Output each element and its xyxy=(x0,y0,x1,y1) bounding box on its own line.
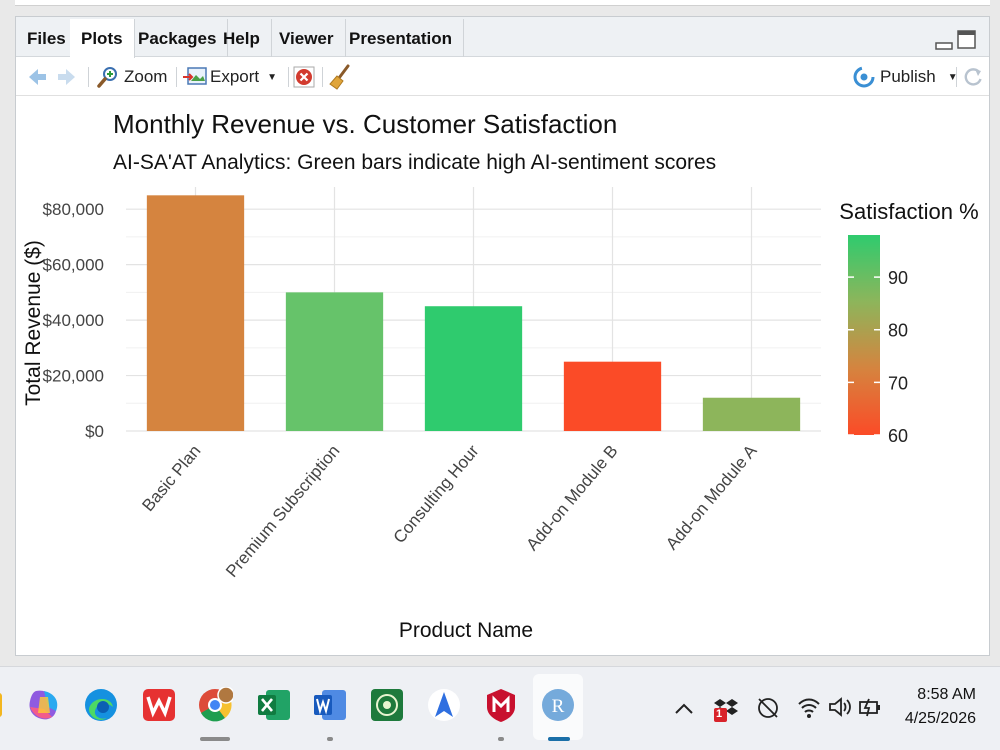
toolbar-separator xyxy=(88,67,89,87)
publish-dropdown-caret-icon: ▼ xyxy=(947,71,958,83)
bar xyxy=(702,397,801,431)
toolbar-separator xyxy=(956,67,957,87)
publish-button[interactable]: Publish ▼ xyxy=(852,64,958,90)
legend-tick-label: 80 xyxy=(888,321,908,341)
top-strip xyxy=(15,0,990,6)
zoom-magnifier-icon xyxy=(97,67,117,88)
export-image-icon xyxy=(183,67,207,85)
refresh-icon xyxy=(964,68,982,86)
excel-icon[interactable] xyxy=(256,687,292,723)
zoom-button[interactable]: Zoom xyxy=(96,64,167,90)
running-indicator xyxy=(327,737,333,741)
zoom-label: Zoom xyxy=(124,67,168,86)
plot-area: Monthly Revenue vs. Customer Satisfactio… xyxy=(16,97,989,655)
maximize-pane-icon[interactable] xyxy=(956,29,978,51)
legend-tick-label: 90 xyxy=(888,268,908,288)
legend-tick-label: 70 xyxy=(888,373,908,393)
wps-office-icon[interactable] xyxy=(141,687,177,723)
copilot-icon[interactable] xyxy=(26,687,62,723)
export-dropdown-caret-icon: ▼ xyxy=(267,71,278,83)
clock-time: 8:58 AM xyxy=(917,686,976,703)
x-tick-label: Add-on Module A xyxy=(662,441,761,554)
plots-toolbar: Zoom Export ▼ xyxy=(16,58,989,96)
navigation-app-icon[interactable] xyxy=(426,687,462,723)
refresh-button[interactable] xyxy=(962,64,984,90)
word-icon[interactable] xyxy=(312,687,348,723)
bar-chart: Monthly Revenue vs. Customer Satisfactio… xyxy=(22,109,979,642)
legend-tick-label: 60 xyxy=(888,426,908,446)
export-label: Export xyxy=(210,67,260,86)
publish-label: Publish xyxy=(880,67,936,86)
chart-subtitle: AI-SA'AT Analytics: Green bars indicate … xyxy=(113,151,716,174)
sync-off-icon[interactable] xyxy=(755,695,781,721)
edge-browser-icon[interactable] xyxy=(83,687,119,723)
bar xyxy=(146,195,245,431)
remove-plot-icon xyxy=(293,66,315,88)
y-tick-label: $0 xyxy=(85,422,104,441)
running-indicator xyxy=(200,737,230,741)
svg-text:R: R xyxy=(552,696,565,717)
bar xyxy=(563,361,662,431)
legend-colorbar xyxy=(848,235,880,435)
minimize-pane-icon[interactable] xyxy=(934,31,954,51)
clock-date: 4/25/2026 xyxy=(904,710,976,727)
x-axis-label: Product Name xyxy=(399,619,533,642)
toolbar-separator xyxy=(322,67,323,87)
dropbox-icon[interactable] xyxy=(712,695,742,723)
publish-icon xyxy=(853,66,875,88)
tab-files[interactable]: Files xyxy=(16,19,78,57)
x-tick-label: Add-on Module B xyxy=(523,441,622,554)
y-axis-label: Total Revenue ($) xyxy=(22,240,45,406)
clear-all-plots-button[interactable] xyxy=(328,64,352,90)
back-arrow-icon[interactable] xyxy=(26,64,48,90)
mcafee-icon[interactable] xyxy=(483,687,519,723)
x-tick-label: Consulting Hour xyxy=(390,441,483,547)
x-tick-label: Basic Plan xyxy=(138,441,204,515)
bar xyxy=(424,306,523,431)
broom-icon xyxy=(329,64,350,90)
tab-presentation[interactable]: Presentation xyxy=(338,19,464,57)
chevron-up-icon[interactable] xyxy=(673,701,695,717)
notification-badge: 1 xyxy=(716,708,723,720)
partial-app-icon[interactable] xyxy=(0,687,4,723)
plots-pane: Files Plots Packages Help Viewer Present… xyxy=(15,16,990,656)
y-tick-label: $60,000 xyxy=(43,256,104,275)
forward-arrow-icon[interactable] xyxy=(56,64,78,90)
export-button[interactable]: Export ▼ xyxy=(182,64,277,90)
active-running-indicator xyxy=(548,737,570,741)
y-tick-label: $80,000 xyxy=(43,200,104,219)
tab-help[interactable]: Help xyxy=(212,19,272,57)
rstudio-icon[interactable]: R xyxy=(540,687,576,723)
quran-app-icon[interactable] xyxy=(369,687,405,723)
legend-title: Satisfaction % xyxy=(839,199,978,224)
running-indicator xyxy=(498,737,504,741)
wifi-icon[interactable] xyxy=(796,695,822,719)
pane-tab-bar: Files Plots Packages Help Viewer Present… xyxy=(16,17,989,58)
battery-charging-icon[interactable] xyxy=(857,695,883,719)
toolbar-separator xyxy=(288,67,289,87)
tab-packages[interactable]: Packages xyxy=(127,19,229,57)
speaker-volume-icon[interactable] xyxy=(827,695,853,719)
chart-title: Monthly Revenue vs. Customer Satisfactio… xyxy=(113,109,617,139)
tab-plots[interactable]: Plots xyxy=(70,19,135,58)
bar xyxy=(285,292,384,431)
x-tick-label: Premium Subscription xyxy=(222,441,343,581)
tab-viewer[interactable]: Viewer xyxy=(268,19,346,57)
windows-taskbar: R 1 xyxy=(0,666,1000,750)
taskbar-clock[interactable]: 8:58 AM 4/25/2026 xyxy=(905,683,976,731)
toolbar-separator xyxy=(176,67,177,87)
y-tick-label: $20,000 xyxy=(43,367,104,386)
chrome-icon[interactable] xyxy=(197,687,233,723)
remove-plot-button[interactable] xyxy=(293,64,315,90)
y-tick-label: $40,000 xyxy=(43,311,104,330)
